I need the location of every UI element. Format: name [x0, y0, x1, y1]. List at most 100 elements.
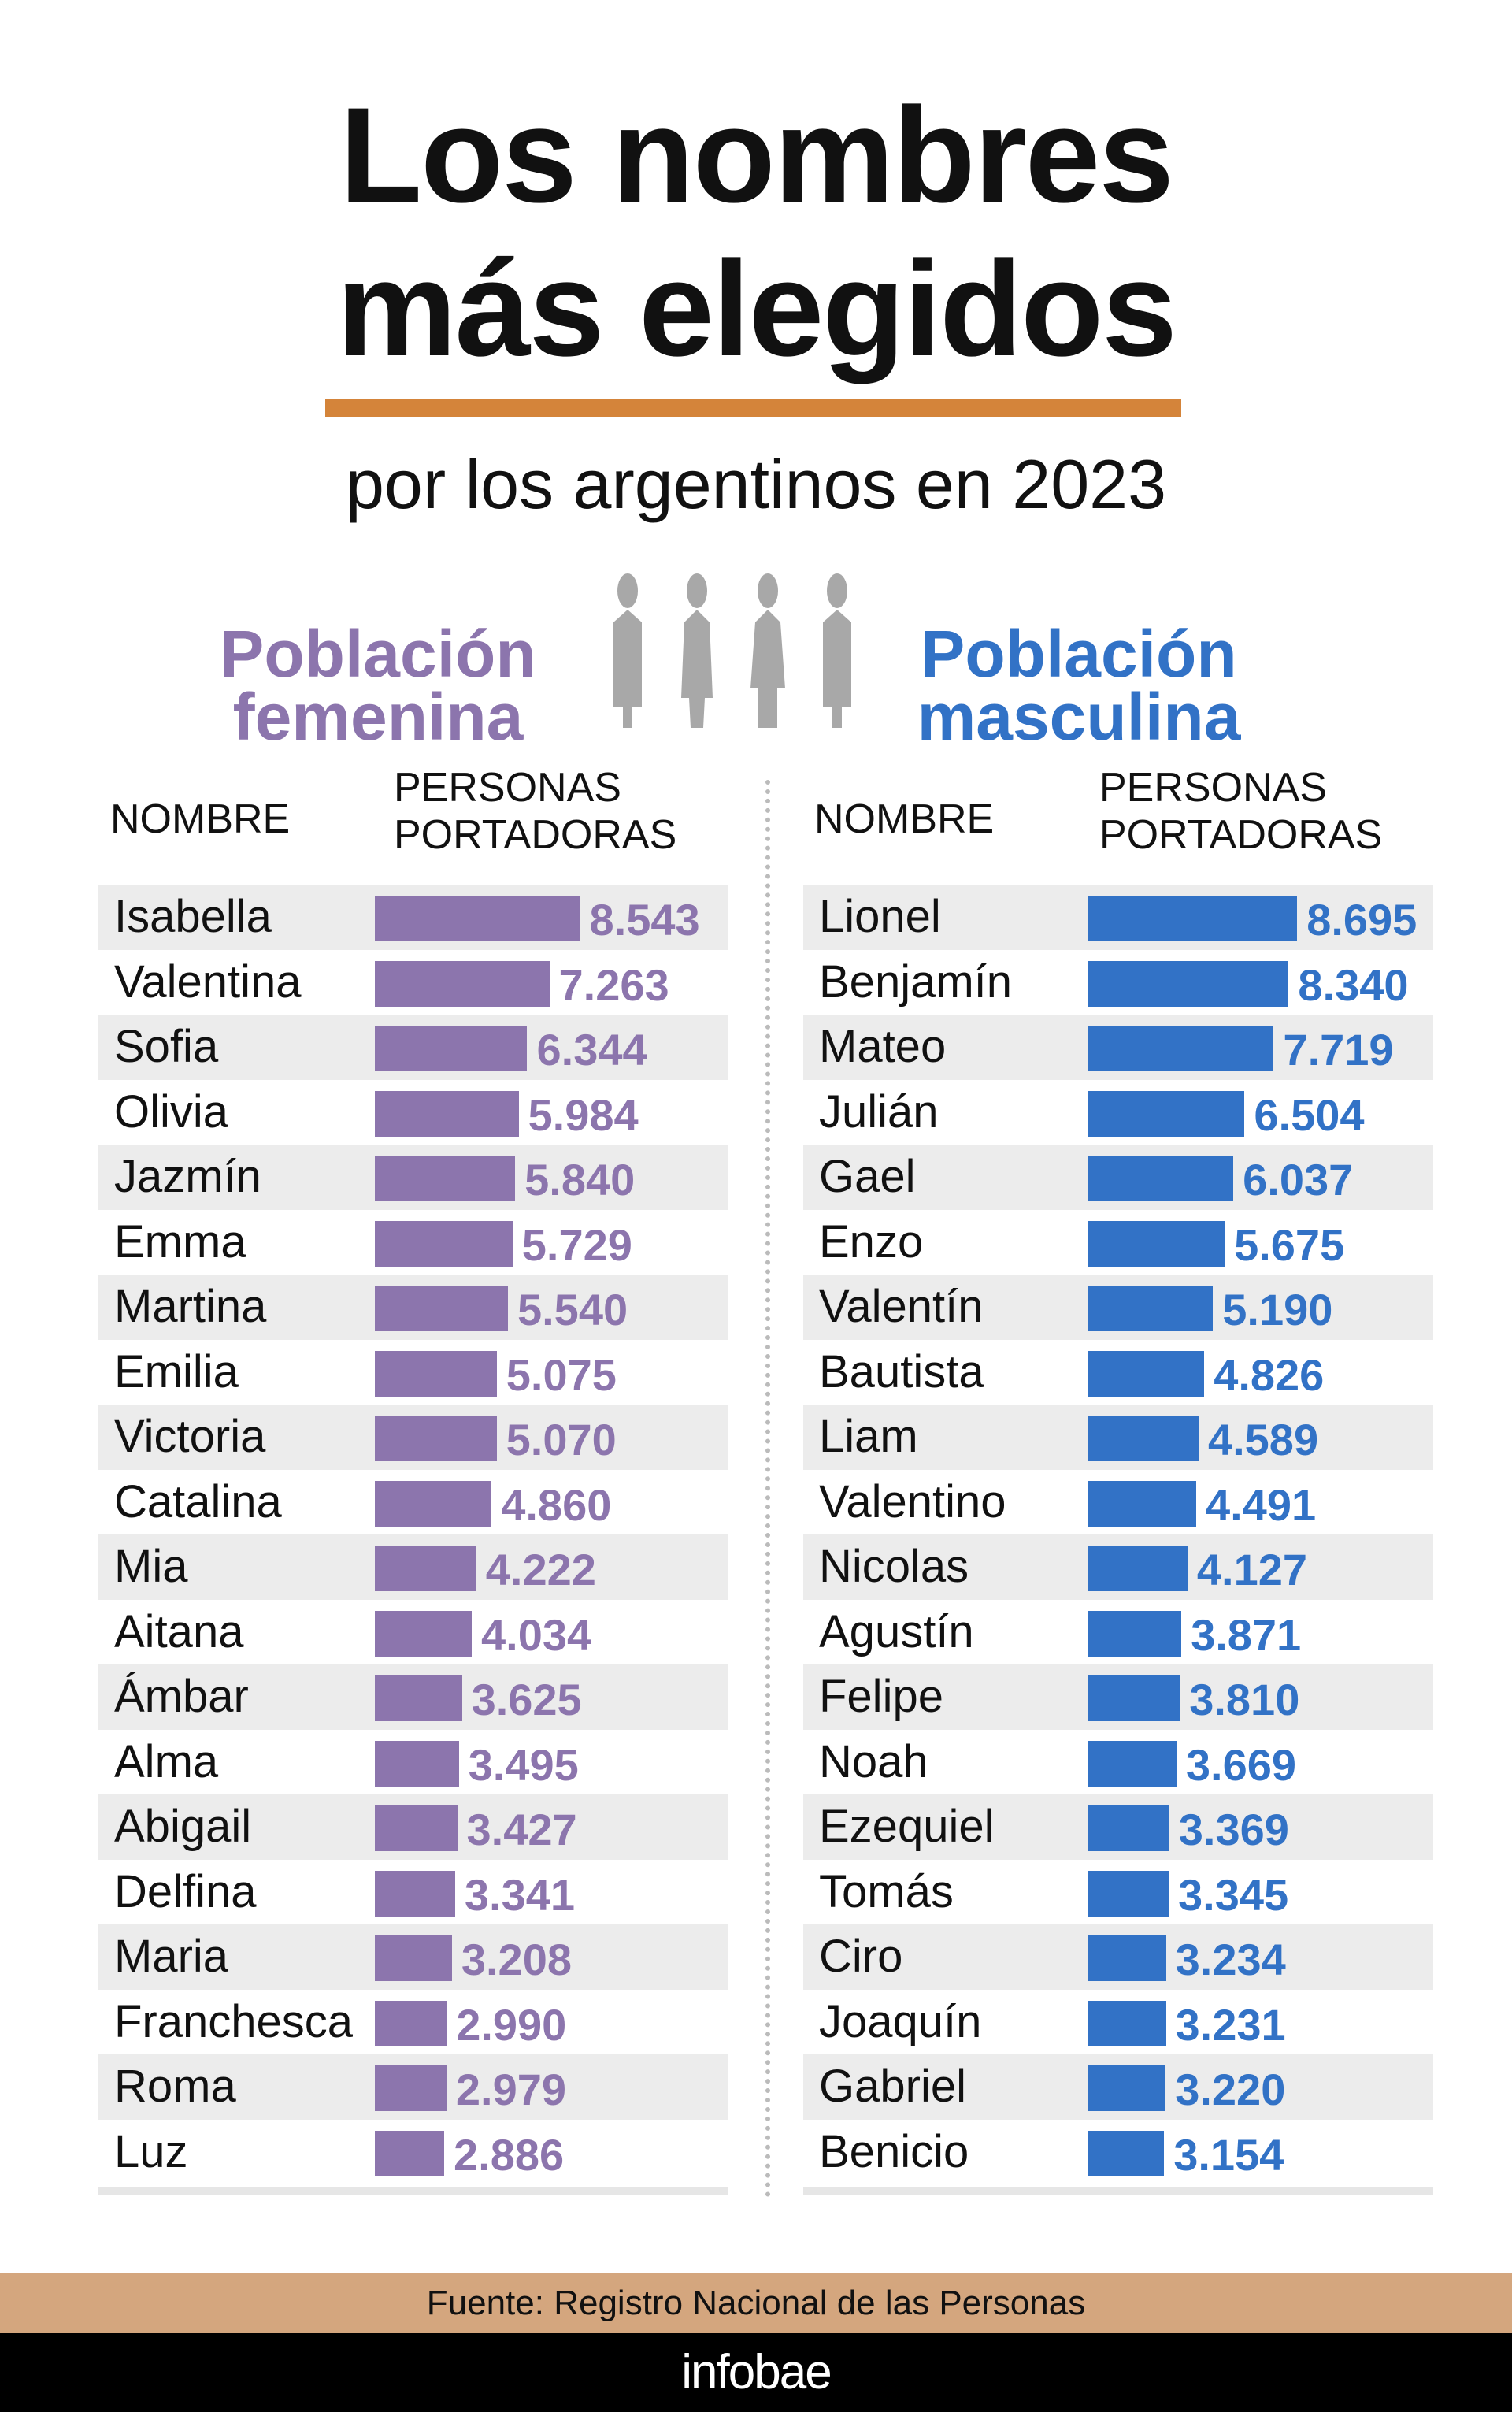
bar	[375, 1156, 516, 1201]
value-label: 4.491	[1205, 1479, 1317, 1530]
female-col-name: NOMBRE	[110, 796, 291, 842]
table-row: Abigail 3.427	[98, 1794, 728, 1860]
title-underline	[325, 399, 1181, 417]
bar	[375, 1286, 508, 1331]
name-label: Franchesca	[114, 1995, 354, 2047]
bar	[1088, 1610, 1182, 1657]
table-row: Gael 6.037	[803, 1145, 1433, 1210]
table-row: Delfina 3.341	[98, 1860, 728, 1925]
bar	[375, 1546, 476, 1591]
name-label: Sofia	[114, 1021, 219, 1072]
bar	[375, 2065, 447, 2111]
bar	[375, 960, 550, 1007]
bar	[375, 2000, 447, 2046]
name-label: Maria	[114, 1931, 229, 1982]
subtitle: por los argentinos en 2023	[345, 445, 1167, 523]
bar	[1088, 960, 1289, 1007]
table-row: Valentín 5.190	[803, 1275, 1433, 1340]
table-row: Emilia 5.075	[98, 1340, 728, 1405]
value-label: 4.034	[481, 1609, 592, 1660]
bar	[375, 1350, 497, 1397]
value-label: 8.340	[1298, 959, 1409, 1010]
table-row: Benicio 3.154	[803, 2120, 1433, 2185]
bar	[375, 2130, 445, 2176]
bar	[1088, 1675, 1180, 1721]
table-row: Agustín 3.871	[803, 1600, 1433, 1665]
name-label: Lionel	[819, 891, 941, 942]
table-row: Felipe 3.810	[803, 1664, 1433, 1730]
female-header: Población femenina	[213, 617, 543, 750]
col-count-line-1: PERSONAS	[1099, 765, 1327, 811]
value-label: 2.990	[456, 1999, 567, 2050]
value-label: 5.075	[506, 1349, 617, 1400]
name-label: Liam	[819, 1411, 918, 1462]
table-row: Franchesca 2.990	[98, 1990, 728, 2055]
value-label: 5.190	[1222, 1285, 1333, 1334]
table-row: Luz 2.886	[98, 2120, 728, 2185]
name-label: Gael	[819, 1151, 916, 1202]
bar	[1088, 2000, 1166, 2046]
value-label: 4.860	[501, 1479, 612, 1530]
table-row: Gabriel 3.220	[803, 2054, 1433, 2120]
female-header-line-1: Población	[220, 617, 536, 691]
bar	[375, 1740, 459, 1787]
male-col-name: NOMBRE	[814, 796, 995, 842]
table-row: Noah 3.669	[803, 1730, 1433, 1795]
title-line-1: Los nombres	[339, 80, 1174, 231]
value-label: 3.341	[464, 1869, 576, 1920]
bar	[1088, 1026, 1274, 1071]
female-col-count: PERSONAS PORTADORAS	[394, 764, 676, 859]
table-row: Ámbar 3.625	[98, 1664, 728, 1730]
bar	[1088, 1935, 1166, 1981]
name-label: Alma	[114, 1735, 219, 1787]
table-row: Julián 6.504	[803, 1080, 1433, 1145]
bar	[1088, 1090, 1245, 1137]
bar	[1088, 1156, 1234, 1201]
bar	[1088, 2065, 1166, 2111]
value-label: 2.886	[454, 2129, 565, 2180]
table-row: Emma 5.729	[98, 1210, 728, 1275]
name-label: Joaquín	[819, 1995, 982, 2047]
col-count-line-2: PORTADORAS	[1099, 812, 1383, 858]
table-row: Catalina 4.860	[98, 1470, 728, 1535]
value-label: 3.669	[1185, 1739, 1297, 1790]
table-bottom-line	[803, 2187, 1433, 2195]
name-label: Abigail	[114, 1801, 252, 1852]
table-row: Maria 3.208	[98, 1924, 728, 1990]
table-row: Enzo 5.675	[803, 1210, 1433, 1275]
value-label: 3.234	[1175, 1935, 1286, 1984]
name-label: Aitana	[114, 1605, 244, 1657]
name-label: Nicolas	[819, 1541, 969, 1592]
bar	[375, 1416, 497, 1461]
col-count-line-1: PERSONAS	[394, 765, 621, 811]
name-label: Bautista	[819, 1345, 984, 1397]
name-label: Enzo	[819, 1215, 924, 1267]
title-line-2: más elegidos	[336, 233, 1177, 384]
value-label: 7.263	[558, 959, 669, 1010]
table-row: Martina 5.540	[98, 1275, 728, 1340]
bar	[1088, 1350, 1205, 1397]
bar	[375, 1480, 492, 1527]
name-label: Olivia	[114, 1085, 229, 1137]
value-label: 4.222	[485, 1545, 596, 1594]
value-label: 6.344	[536, 1025, 647, 1074]
bar	[375, 1026, 528, 1071]
table-row: Alma 3.495	[98, 1730, 728, 1795]
table-row: Mateo 7.719	[803, 1015, 1433, 1080]
column-divider	[765, 780, 770, 2198]
value-label: 3.231	[1175, 1999, 1286, 2050]
bar	[1088, 1480, 1196, 1527]
value-label: 3.369	[1178, 1805, 1289, 1854]
name-label: Valentino	[819, 1475, 1006, 1527]
value-label: 3.208	[461, 1935, 572, 1984]
value-label: 4.589	[1207, 1415, 1319, 1464]
name-label: Gabriel	[819, 2061, 966, 2112]
table-row: Valentina 7.263	[98, 950, 728, 1015]
value-label: 3.810	[1189, 1675, 1300, 1724]
value-label: 4.127	[1196, 1545, 1307, 1594]
table-row: Valentino 4.491	[803, 1470, 1433, 1535]
name-label: Ezequiel	[819, 1801, 995, 1852]
bar	[375, 896, 580, 941]
bar	[1088, 896, 1298, 941]
value-label: 3.154	[1173, 2129, 1284, 2180]
